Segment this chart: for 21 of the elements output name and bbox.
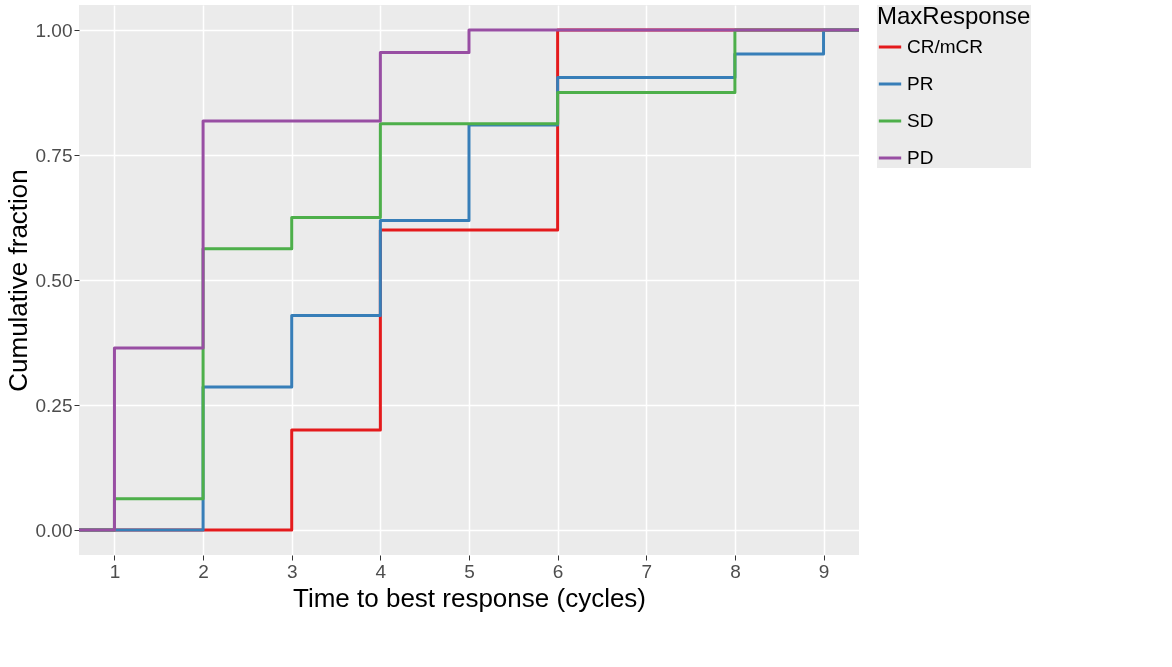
legend-label: PR (907, 73, 934, 94)
x-tick-label: 6 (552, 560, 564, 582)
legend-label: SD (907, 110, 934, 131)
y-tick-label: 0.00 (35, 519, 73, 541)
y-tick-label: 0.75 (35, 144, 73, 166)
x-tick-label: 2 (198, 560, 209, 582)
x-tick-label: 8 (730, 560, 741, 582)
y-axis-title: Cumulative fraction (2, 169, 33, 392)
x-tick-label: 9 (818, 560, 830, 582)
x-tick-label: 7 (641, 560, 653, 582)
legend-label: PD (907, 147, 934, 168)
legend-label: CR/mCR (907, 36, 983, 57)
x-tick-label: 5 (464, 560, 475, 582)
x-tick-label: 1 (109, 560, 121, 582)
x-tick-label: 4 (375, 560, 387, 582)
y-tick-label: 0.25 (35, 394, 73, 416)
y-tick-label: 0.50 (35, 269, 73, 291)
legend-title: MaxResponse (877, 2, 1031, 29)
x-tick-label: 3 (286, 560, 298, 582)
y-tick-label: 1.00 (35, 19, 73, 41)
x-axis-title: Time to best response (cycles) (292, 582, 647, 613)
